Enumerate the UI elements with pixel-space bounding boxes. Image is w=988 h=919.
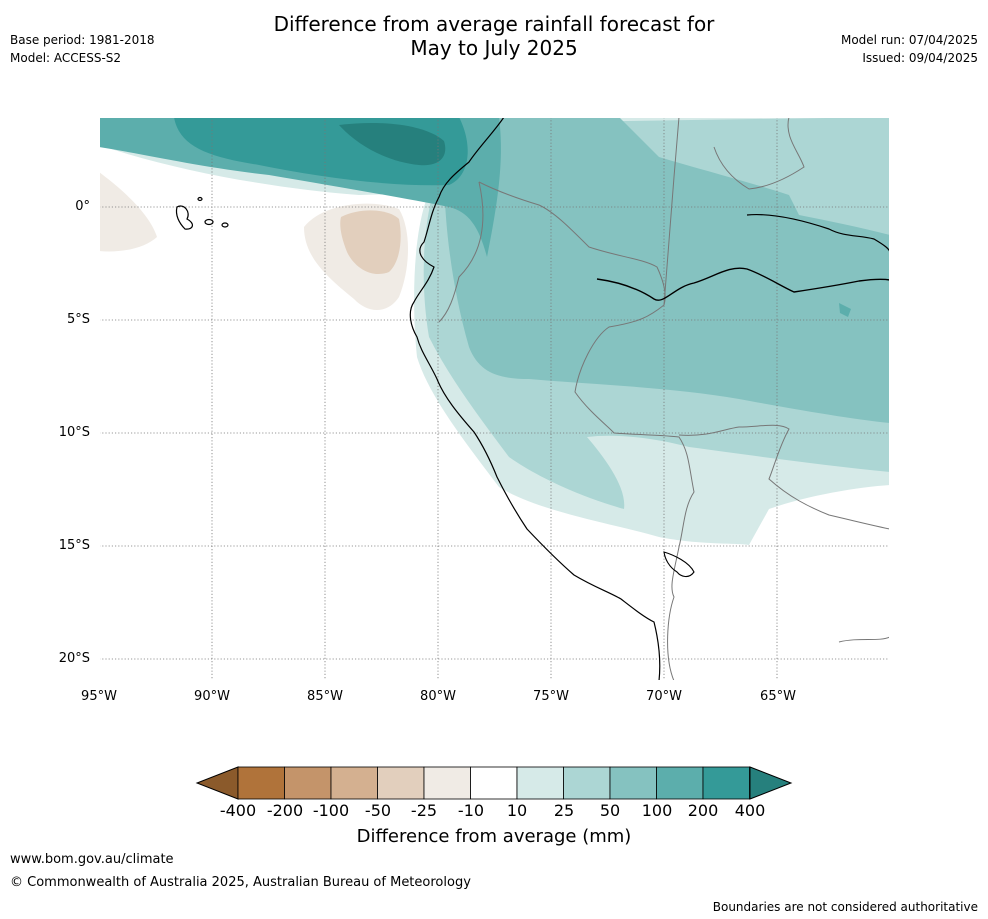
meta-left: Base period: 1981-2018 Model: ACCESS-S2	[10, 31, 155, 67]
colorbar-label-50: 50	[599, 801, 621, 820]
colorbar-extend-low	[195, 766, 239, 800]
colorbar-cell	[423, 766, 471, 800]
lon-label-95w: 95°W	[81, 689, 117, 704]
wet-contour-over-400	[339, 122, 446, 166]
border-colombia	[663, 117, 680, 306]
lat-label-20s: 20°S	[58, 651, 90, 666]
lat-label-15s: 15°S	[58, 538, 90, 553]
colorbar-label-200: 200	[687, 801, 719, 820]
border-paraguay	[838, 636, 890, 643]
colorbar-label-n25: -25	[410, 801, 438, 820]
map-title: Difference from average rainfall forecas…	[0, 12, 988, 60]
model-run: Model run: 07/04/2025	[840, 33, 978, 47]
colorbar-label-100: 100	[641, 801, 673, 820]
meta-right: Model run: 07/04/2025 Issued: 09/04/2025	[841, 31, 978, 67]
border-peru	[478, 181, 695, 681]
dry-region-offshore-inner	[340, 210, 401, 275]
colorbar-label-25: 25	[553, 801, 575, 820]
border-venezuela	[713, 117, 805, 190]
rainfall-map	[99, 117, 890, 681]
title-line-2: May to July 2025	[410, 36, 578, 60]
lon-label-90w: 90°W	[194, 689, 230, 704]
colorbar-label-n400: -400	[219, 801, 257, 820]
island-santa-cruz	[204, 218, 214, 226]
colorbar-cell	[377, 766, 425, 800]
colorbar-label-400: 400	[734, 801, 766, 820]
colorbar-title: Difference from average (mm)	[356, 826, 632, 847]
title-line-1: Difference from average rainfall forecas…	[273, 12, 715, 36]
footer-disclaimer: Boundaries are not considered authoritat…	[712, 900, 978, 914]
island-san-cristobal	[221, 222, 229, 228]
graticule	[99, 117, 890, 681]
lat-label-10s: 10°S	[58, 425, 90, 440]
island-genovesa	[197, 196, 203, 202]
island-isabela	[175, 205, 193, 230]
lat-label-5s: 5°S	[66, 312, 90, 327]
country-borders	[438, 117, 890, 681]
colorbar-label-n10: -10	[457, 801, 485, 820]
coastline-west	[409, 117, 661, 681]
colorbar-cell	[609, 766, 657, 800]
colorbar-cell	[656, 766, 704, 800]
colorbar-cell	[702, 766, 750, 800]
dry-region-galapagos	[99, 172, 157, 252]
colorbar-cell	[284, 766, 332, 800]
lake-titicaca	[663, 551, 695, 578]
border-bolivia	[678, 424, 890, 530]
colorbar-cell	[237, 766, 285, 800]
issued-date: Issued: 09/04/2025	[862, 51, 978, 65]
colorbar-cell	[470, 766, 518, 800]
colorbar-label-n50: -50	[364, 801, 392, 820]
colorbar-label-n200: -200	[266, 801, 304, 820]
wet-contour-50-100	[99, 117, 890, 423]
colorbar-cell	[330, 766, 378, 800]
colorbar	[195, 766, 793, 800]
footer-url: www.bom.gov.au/climate	[10, 852, 174, 867]
lat-label-0: 0°	[75, 199, 90, 214]
lon-label-70w: 70°W	[646, 689, 682, 704]
galapagos-islands	[175, 196, 229, 230]
lon-label-85w: 85°W	[307, 689, 343, 704]
border-ecuador	[438, 181, 484, 323]
colorbar-cells	[237, 766, 750, 800]
colorbar-cell	[516, 766, 564, 800]
lon-label-65w: 65°W	[760, 689, 796, 704]
lon-label-80w: 80°W	[420, 689, 456, 704]
wet-patch-amazon	[839, 303, 851, 317]
northern-river	[746, 214, 890, 254]
lon-label-75w: 75°W	[533, 689, 569, 704]
colorbar-label-10: 10	[506, 801, 528, 820]
base-period: Base period: 1981-2018	[10, 33, 155, 47]
footer-copyright: © Commonwealth of Australia 2025, Austra…	[10, 875, 471, 890]
model-name: Model: ACCESS-S2	[10, 51, 122, 65]
map-frame	[99, 117, 890, 681]
colorbar-extend-high	[749, 766, 793, 800]
colorbar-cell	[563, 766, 611, 800]
colorbar-label-n100: -100	[312, 801, 350, 820]
amazon-river	[596, 267, 890, 301]
